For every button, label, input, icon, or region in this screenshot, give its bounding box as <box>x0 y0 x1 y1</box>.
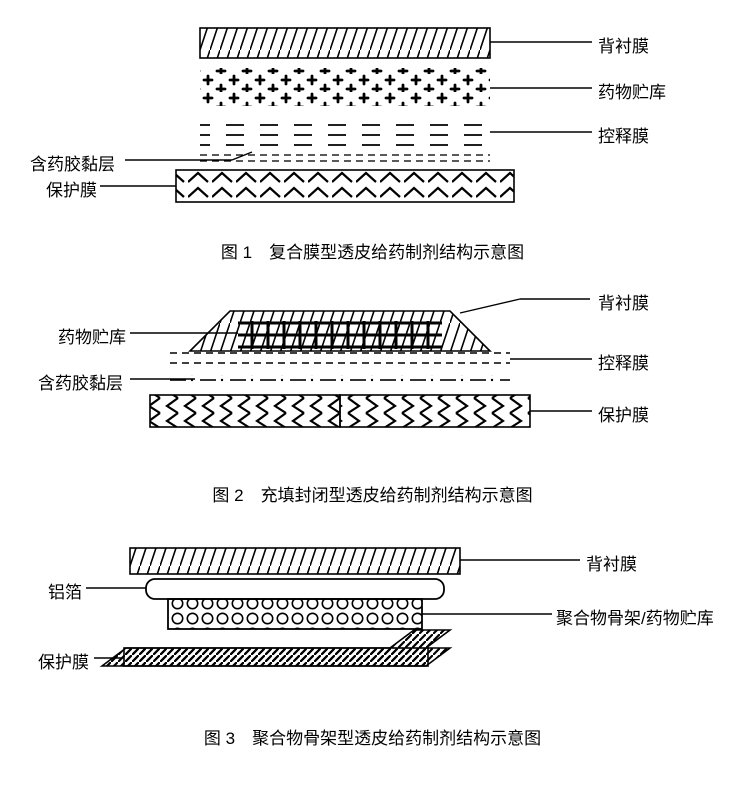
label-control-2: 控释膜 <box>598 349 649 374</box>
figure-1-diagram: 背衬膜 药物贮库 控释膜 含药胶黏层 保护膜 <box>20 20 725 230</box>
figure-2-diagram: 背衬膜 药物贮库 控释膜 含药胶黏层 保护膜 <box>20 293 725 473</box>
label-protective-2: 保护膜 <box>598 401 649 426</box>
label-control: 控释膜 <box>598 122 649 147</box>
label-reservoir: 药物贮库 <box>598 78 666 103</box>
label-adhesive-2: 含药胶黏层 <box>38 369 123 394</box>
label-adhesive: 含药胶黏层 <box>30 150 115 175</box>
label-backing-3: 背衬膜 <box>586 550 637 575</box>
figure-3-diagram: 背衬膜 铝箔 聚合物骨架/药物贮库 保护膜 <box>20 536 725 716</box>
figure-2-caption: 图 2 充填封闭型透皮给药制剂结构示意图 <box>20 481 725 506</box>
label-protective-3: 保护膜 <box>38 648 89 673</box>
label-backing-2: 背衬膜 <box>598 289 649 314</box>
label-foil: 铝箔 <box>48 578 82 603</box>
label-backing: 背衬膜 <box>598 32 649 57</box>
figure-3: 背衬膜 铝箔 聚合物骨架/药物贮库 保护膜 图 3 聚合物骨架型透皮给药制剂结构… <box>20 536 725 749</box>
label-protective: 保护膜 <box>46 176 97 201</box>
figure-2: 背衬膜 药物贮库 控释膜 含药胶黏层 保护膜 图 2 充填封闭型透皮给药制剂结构… <box>20 293 725 506</box>
figure-1-caption: 图 1 复合膜型透皮给药制剂结构示意图 <box>20 238 725 263</box>
label-reservoir-2: 药物贮库 <box>58 323 126 348</box>
figure-1: 背衬膜 药物贮库 控释膜 含药胶黏层 保护膜 图 1 复合膜型透皮给药制剂结构示… <box>20 20 725 263</box>
figure-2-svg <box>20 293 725 473</box>
label-matrix: 聚合物骨架/药物贮库 <box>556 604 714 629</box>
figure-3-caption: 图 3 聚合物骨架型透皮给药制剂结构示意图 <box>20 724 725 749</box>
